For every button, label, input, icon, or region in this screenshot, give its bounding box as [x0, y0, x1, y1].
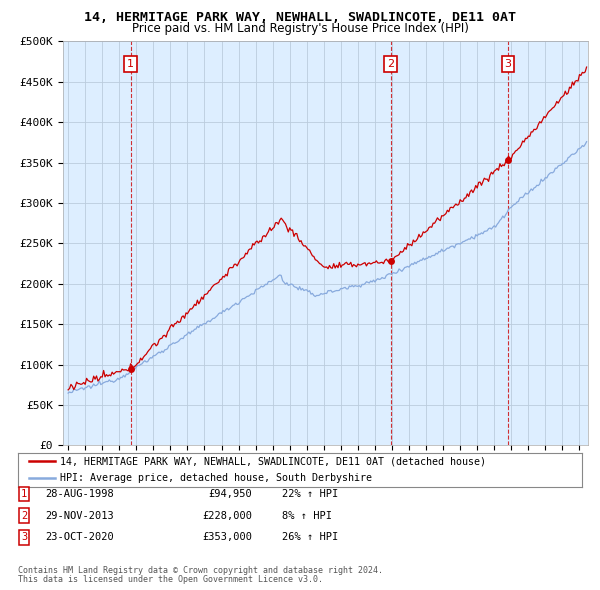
Text: Price paid vs. HM Land Registry's House Price Index (HPI): Price paid vs. HM Land Registry's House …: [131, 22, 469, 35]
Text: 2: 2: [21, 511, 27, 520]
Text: 8% ↑ HPI: 8% ↑ HPI: [282, 511, 332, 520]
Text: 26% ↑ HPI: 26% ↑ HPI: [282, 533, 338, 542]
Text: 23-OCT-2020: 23-OCT-2020: [45, 533, 114, 542]
Text: 28-AUG-1998: 28-AUG-1998: [45, 489, 114, 499]
Text: 22% ↑ HPI: 22% ↑ HPI: [282, 489, 338, 499]
Text: Contains HM Land Registry data © Crown copyright and database right 2024.: Contains HM Land Registry data © Crown c…: [18, 566, 383, 575]
Text: £353,000: £353,000: [202, 533, 252, 542]
Text: £94,950: £94,950: [208, 489, 252, 499]
Text: 14, HERMITAGE PARK WAY, NEWHALL, SWADLINCOTE, DE11 0AT (detached house): 14, HERMITAGE PARK WAY, NEWHALL, SWADLIN…: [60, 456, 487, 466]
Text: HPI: Average price, detached house, South Derbyshire: HPI: Average price, detached house, Sout…: [60, 473, 372, 483]
Text: This data is licensed under the Open Government Licence v3.0.: This data is licensed under the Open Gov…: [18, 575, 323, 584]
Text: 3: 3: [21, 533, 27, 542]
Text: 14, HERMITAGE PARK WAY, NEWHALL, SWADLINCOTE, DE11 0AT: 14, HERMITAGE PARK WAY, NEWHALL, SWADLIN…: [84, 11, 516, 24]
Text: 1: 1: [21, 489, 27, 499]
Text: 29-NOV-2013: 29-NOV-2013: [45, 511, 114, 520]
Text: 1: 1: [127, 59, 134, 69]
Text: £228,000: £228,000: [202, 511, 252, 520]
Text: 2: 2: [387, 59, 394, 69]
Text: 3: 3: [505, 59, 511, 69]
